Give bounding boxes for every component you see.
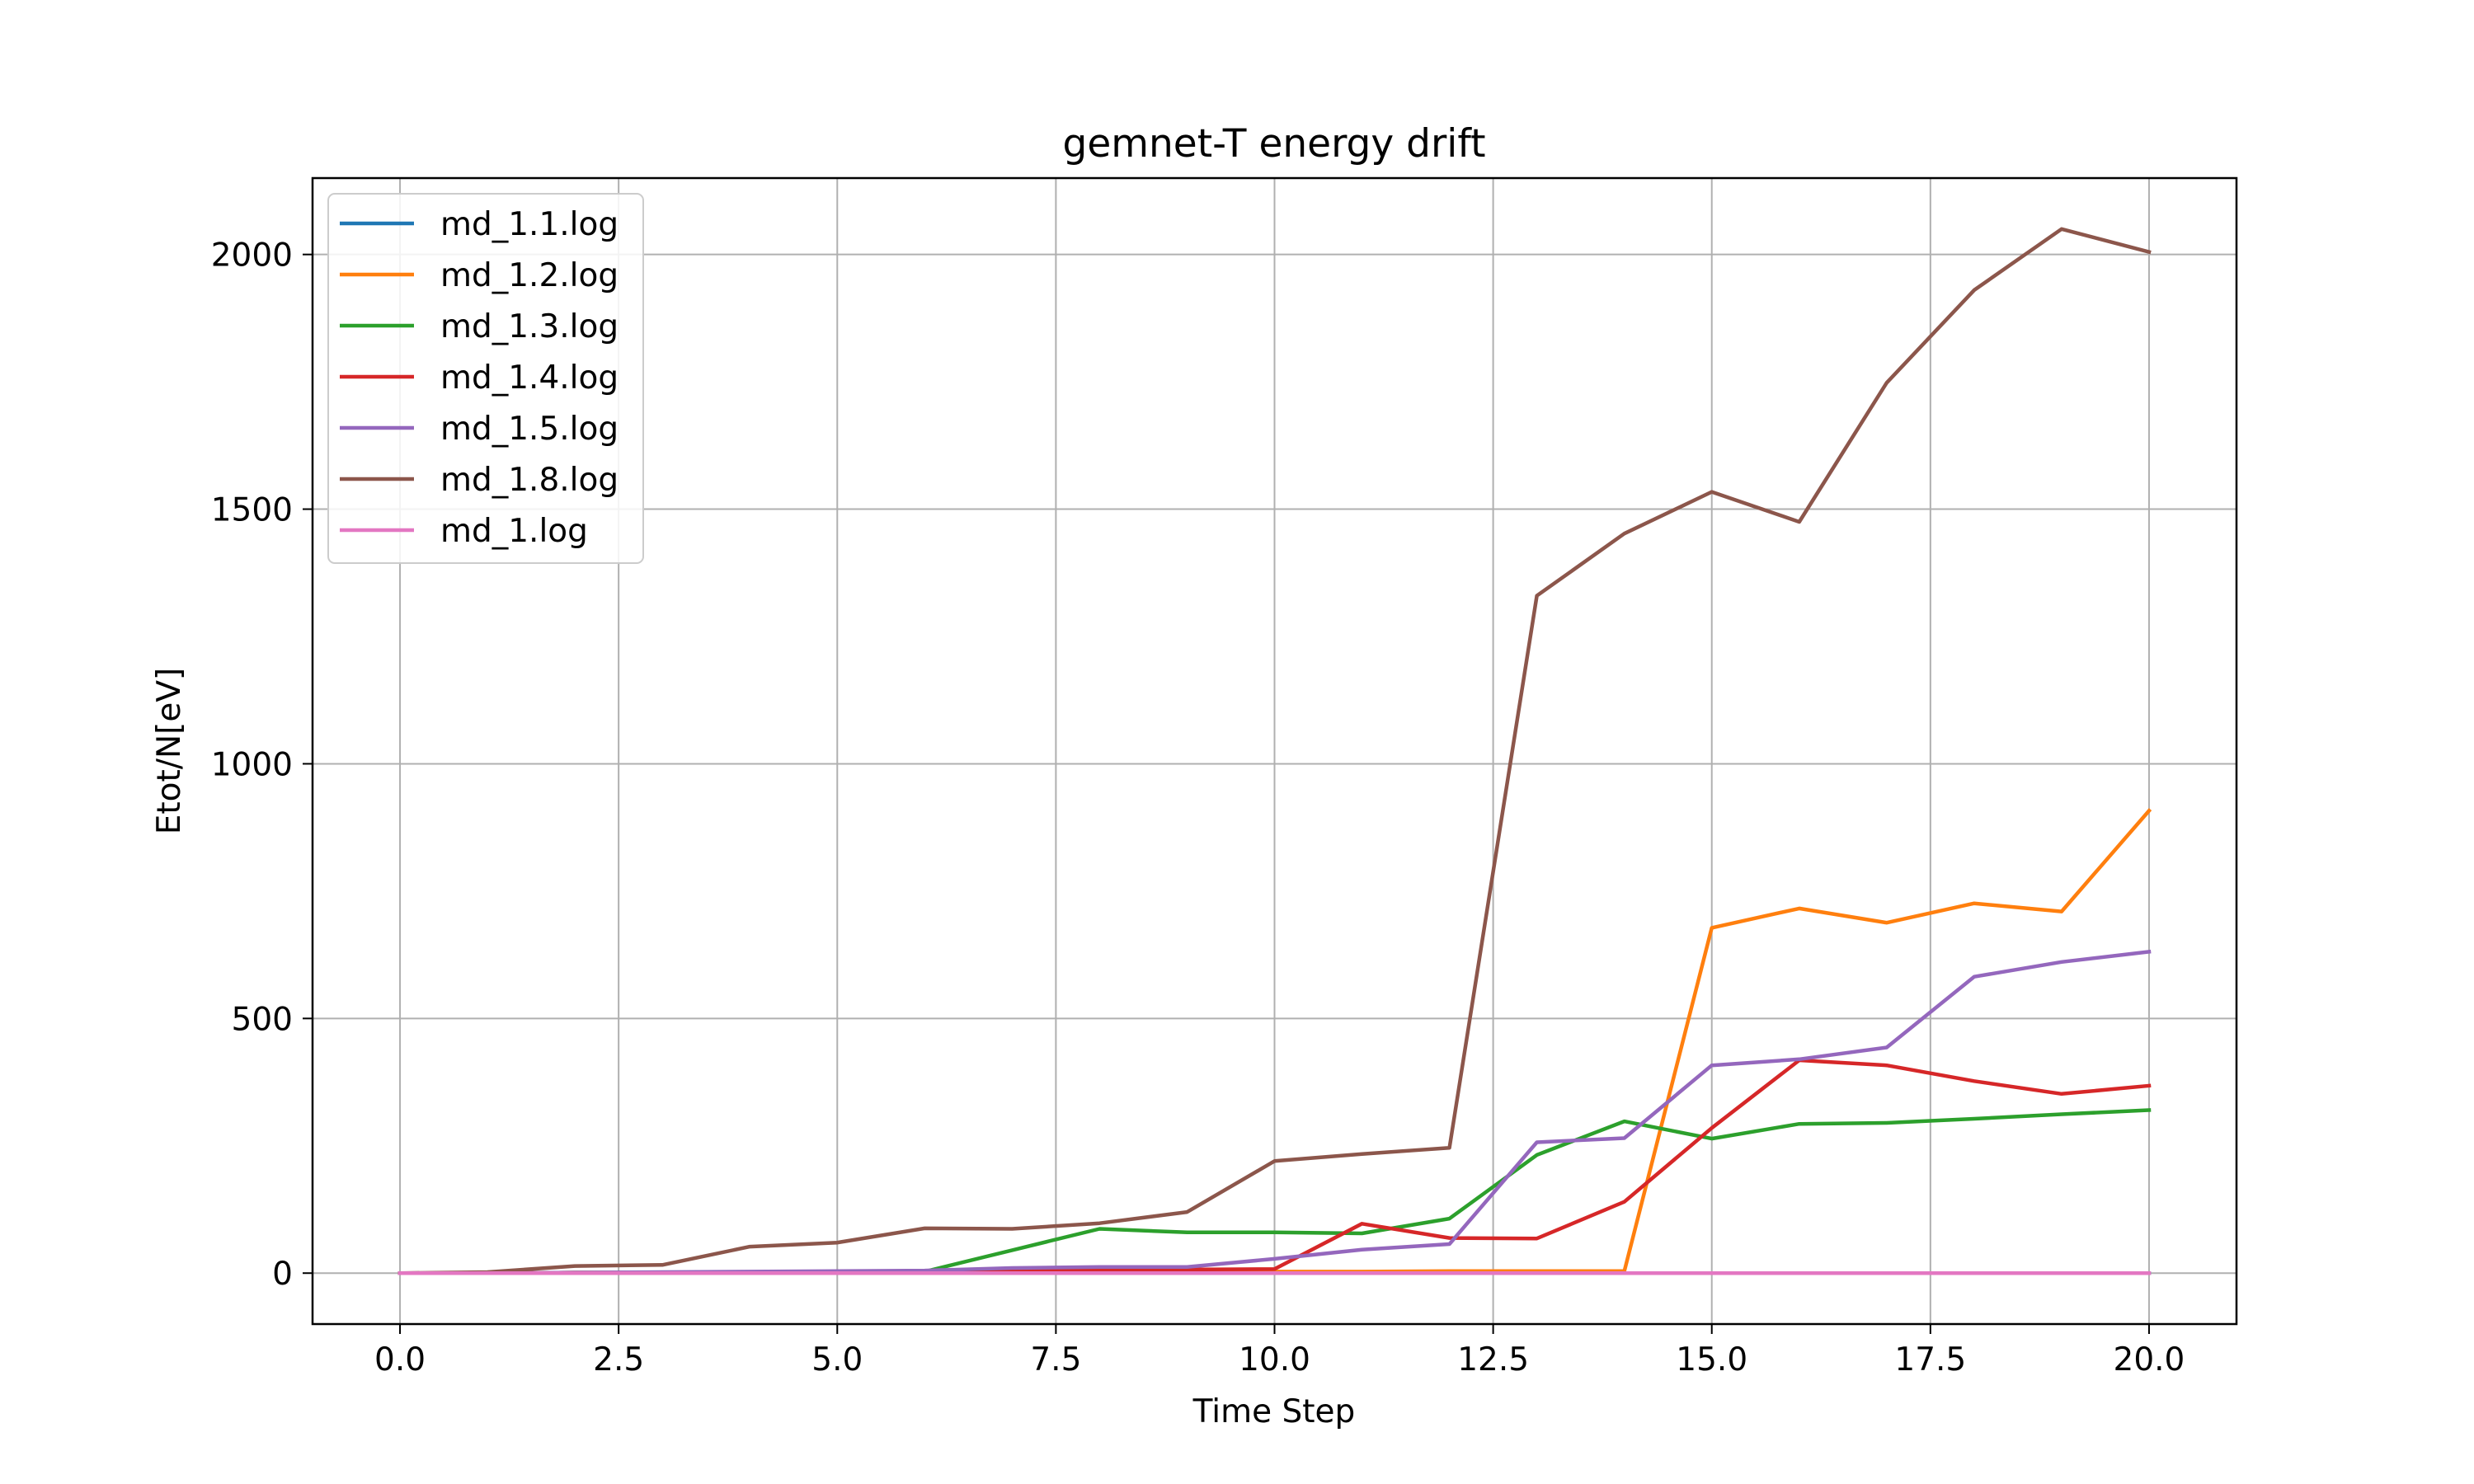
legend-label: md_1.2.log (440, 257, 618, 294)
legend-box (327, 193, 644, 564)
y-tick-label: 2000 (211, 237, 293, 275)
x-tick-label: 5.0 (811, 1341, 863, 1378)
x-tick-label: 15.0 (1676, 1341, 1747, 1378)
series-line-6 (397, 227, 2152, 1275)
x-tick-label: 0.0 (374, 1341, 426, 1378)
legend-label: md_1.4.log (440, 359, 618, 397)
x-axis-label: Time Step (1192, 1393, 1356, 1430)
x-tick-label: 12.5 (1457, 1341, 1529, 1378)
ticks: 0.0 2.5 5.0 7.5 10.0 12.5 15.0 17.5 20.0 0 500 1000… (211, 237, 2185, 1378)
chart-title: gemnet-T energy drift (1062, 121, 1485, 167)
legend-label: md_1.log (440, 513, 588, 550)
y-tick-label: 0 (272, 1256, 293, 1293)
x-tick-label: 7.5 (1030, 1341, 1081, 1378)
legend-label: md_1.3.log (440, 308, 618, 345)
legend-label: md_1.5.log (440, 411, 618, 448)
x-tick-label: 2.5 (593, 1341, 644, 1378)
y-axis-label: Etot/N[eV] (151, 668, 188, 835)
legend-label: md_1.8.log (440, 462, 618, 499)
y-tick-label: 500 (232, 1001, 293, 1038)
x-tick-label: 17.5 (1894, 1341, 1966, 1378)
y-tick-label: 1500 (211, 492, 293, 529)
series-lines (397, 227, 2152, 1275)
legend: md_1.1.log md_1.2.log md_1.3.log md_1.4.log… (327, 193, 644, 564)
legend-label: md_1.1.log (440, 206, 618, 243)
y-tick-label: 1000 (211, 746, 293, 783)
x-tick-label: 20.0 (2114, 1341, 2185, 1378)
x-tick-label: 10.0 (1239, 1341, 1310, 1378)
